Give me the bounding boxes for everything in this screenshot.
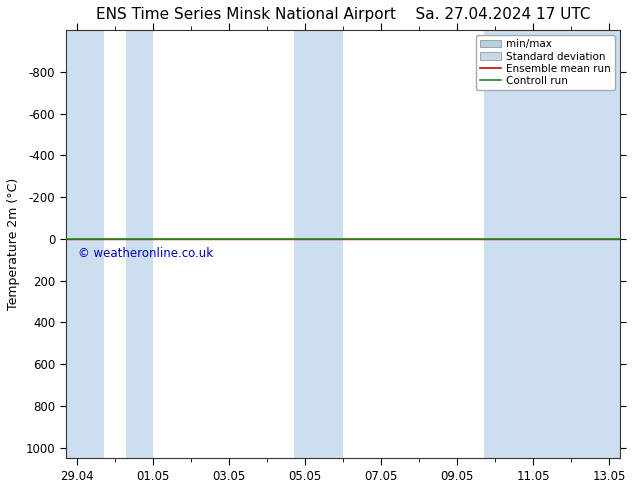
Title: ENS Time Series Minsk National Airport    Sa. 27.04.2024 17 UTC: ENS Time Series Minsk National Airport S… bbox=[96, 7, 590, 22]
Bar bbox=[126, 30, 153, 458]
Bar bbox=[65, 30, 103, 458]
Bar bbox=[484, 30, 621, 458]
Bar bbox=[294, 30, 343, 458]
Text: © weatheronline.co.uk: © weatheronline.co.uk bbox=[78, 247, 213, 260]
Y-axis label: Temperature 2m (°C): Temperature 2m (°C) bbox=[7, 178, 20, 310]
Legend: min/max, Standard deviation, Ensemble mean run, Controll run: min/max, Standard deviation, Ensemble me… bbox=[476, 35, 615, 90]
